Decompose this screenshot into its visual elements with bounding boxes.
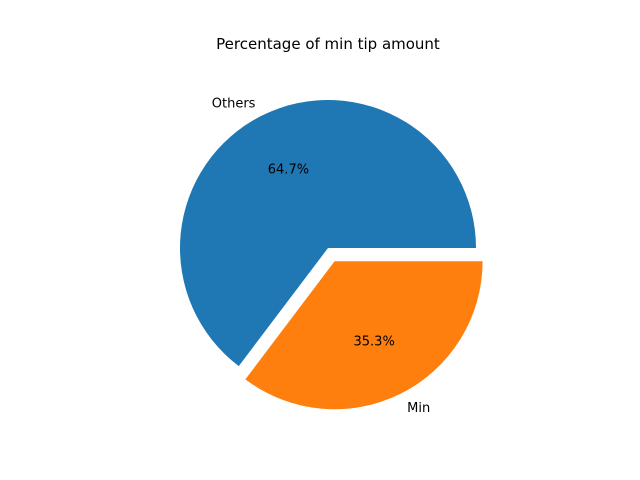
pie-slices (180, 100, 483, 410)
percent-label-min: 35.3% (354, 335, 395, 350)
percent-label-others: 64.7% (268, 163, 309, 178)
slice-label-min: Min (407, 401, 430, 416)
pie-slice-others (180, 100, 476, 367)
pie-labels: Others 64.7% Min 35.3% (212, 96, 430, 416)
slice-label-others: Others (212, 96, 256, 111)
chart-title: Percentage of min tip amount (216, 35, 440, 53)
pie-slice-min (245, 261, 483, 410)
